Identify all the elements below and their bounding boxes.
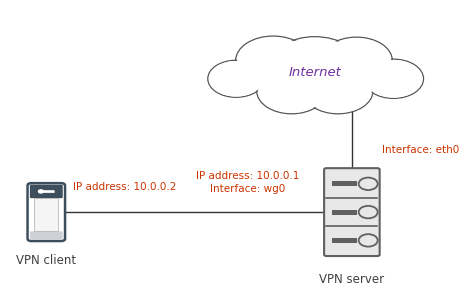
Text: Internet: Internet — [288, 66, 341, 79]
Circle shape — [322, 38, 391, 83]
FancyBboxPatch shape — [332, 181, 357, 186]
Circle shape — [365, 60, 422, 98]
Text: IP address: 10.0.0.2: IP address: 10.0.0.2 — [73, 182, 177, 192]
FancyBboxPatch shape — [332, 238, 357, 243]
Circle shape — [304, 69, 372, 113]
FancyBboxPatch shape — [30, 185, 63, 198]
FancyBboxPatch shape — [42, 190, 55, 193]
FancyBboxPatch shape — [34, 198, 58, 231]
Circle shape — [258, 69, 325, 113]
Circle shape — [208, 60, 264, 97]
Circle shape — [271, 38, 359, 95]
Circle shape — [257, 68, 327, 114]
FancyBboxPatch shape — [30, 231, 63, 239]
Text: VPN server: VPN server — [319, 273, 384, 286]
FancyBboxPatch shape — [28, 183, 65, 241]
Circle shape — [269, 37, 361, 97]
Text: IP address: 10.0.0.1
Interface: wg0: IP address: 10.0.0.1 Interface: wg0 — [196, 171, 300, 194]
Circle shape — [363, 59, 424, 98]
Circle shape — [38, 190, 44, 193]
Circle shape — [209, 61, 263, 97]
Text: VPN client: VPN client — [16, 254, 76, 267]
FancyBboxPatch shape — [324, 168, 380, 256]
Circle shape — [303, 68, 373, 114]
Circle shape — [236, 36, 311, 85]
Circle shape — [237, 37, 309, 84]
FancyBboxPatch shape — [332, 210, 357, 215]
Text: Interface: eth0: Interface: eth0 — [382, 145, 459, 155]
Circle shape — [321, 37, 392, 84]
